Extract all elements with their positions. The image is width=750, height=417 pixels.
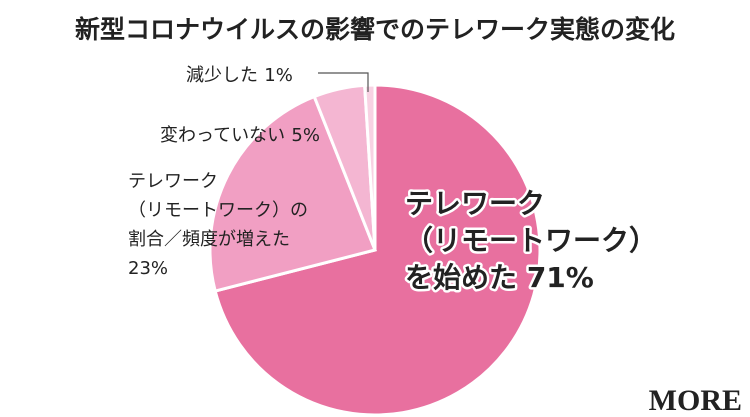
logo: MORE — [649, 384, 742, 417]
pie-slice — [213, 83, 542, 417]
label-line: テレワーク — [128, 171, 218, 192]
chart-title: 新型コロナウイルスの影響でのテレワーク実態の変化 — [75, 15, 675, 44]
label-line: （リモートワーク）の — [128, 200, 308, 221]
label-line: テレワーク — [405, 187, 545, 220]
leader-line — [318, 72, 369, 92]
label-line: 割合／頻度が増えた — [128, 229, 290, 250]
label-line: （リモートワーク） — [405, 224, 657, 257]
slice-label: テレワーク （リモートワーク）の割合／頻度が増えた 23% — [128, 171, 308, 279]
value-label: 23% — [128, 258, 168, 279]
slice-label: テレワーク （リモートワーク） を始めた 71% — [405, 187, 657, 294]
value-label: 1% — [264, 65, 293, 86]
slice-label: 減少した 1% — [186, 65, 293, 86]
label-line: 減少した — [186, 65, 258, 86]
slice-label: 変わっていない 5% — [160, 125, 320, 146]
pie-slice — [363, 83, 377, 251]
value-label: 71% — [527, 261, 594, 294]
pie-slice — [208, 94, 378, 293]
label-line: を始めた — [405, 261, 517, 294]
value-label: 5% — [291, 125, 320, 146]
label-line: 変わっていない — [160, 125, 285, 146]
